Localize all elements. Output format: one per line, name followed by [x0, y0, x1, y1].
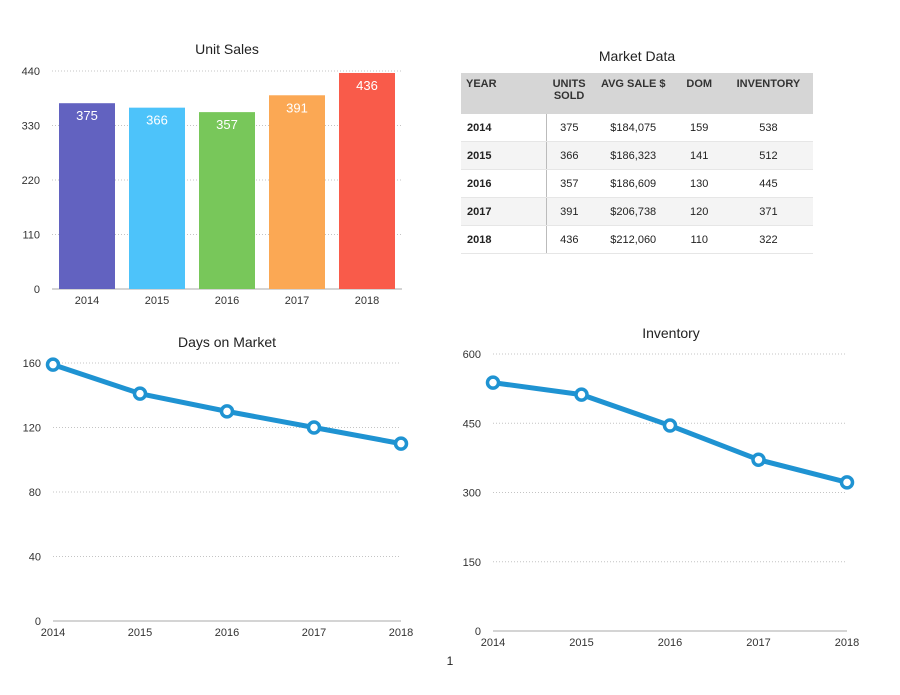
bar-value-label: 375 — [76, 108, 98, 123]
table-cell: 2014 — [461, 114, 547, 142]
data-point — [132, 386, 148, 401]
column-header: YEAR — [461, 73, 547, 114]
table-cell: 371 — [723, 197, 813, 226]
x-tick-label: 2016 — [658, 637, 682, 649]
x-tick-label: 2017 — [746, 637, 770, 649]
y-tick-label: 220 — [22, 175, 40, 187]
table-cell: 512 — [723, 141, 813, 170]
x-tick-label: 2018 — [835, 637, 859, 649]
bar-value-label: 366 — [146, 113, 168, 128]
bar — [129, 107, 185, 289]
y-tick-label: 600 — [463, 349, 481, 361]
table-cell: 445 — [723, 169, 813, 198]
x-tick-label: 2018 — [355, 295, 379, 307]
column-header: INVENTORY — [723, 73, 813, 114]
days-on-market-title: Days on Market — [177, 334, 277, 350]
bar-value-label: 436 — [356, 78, 378, 93]
table-cell: 357 — [546, 169, 592, 198]
y-tick-label: 110 — [22, 230, 40, 242]
inventory-title: Inventory — [642, 325, 700, 341]
table-cell: 159 — [674, 114, 724, 142]
table-cell: 110 — [674, 225, 724, 254]
table-cell: 2015 — [461, 141, 547, 170]
y-tick-label: 330 — [22, 121, 40, 133]
table-cell: 436 — [546, 225, 592, 254]
x-tick-label: 2014 — [75, 295, 99, 307]
bar — [269, 95, 325, 289]
data-point — [485, 375, 501, 390]
y-tick-label: 440 — [22, 66, 40, 78]
data-point — [662, 418, 678, 433]
table-row: 2017 391 $206,738 120 371 — [461, 197, 813, 226]
table-cell: 2018 — [461, 225, 547, 254]
y-tick-label: 0 — [475, 626, 481, 638]
table-row: 2015 366 $186,323 141 512 — [461, 141, 813, 170]
y-tick-label: 300 — [463, 488, 481, 500]
x-tick-label: 2017 — [285, 295, 309, 307]
page-number: 1 — [446, 654, 454, 668]
table-cell: $186,323 — [591, 141, 675, 170]
x-tick-label: 2017 — [302, 627, 326, 639]
x-tick-label: 2018 — [389, 627, 413, 639]
table-header-row: YEAR UNITS SOLD AVG SALE $ DOM INVENTORY — [461, 73, 813, 114]
column-header: AVG SALE $ — [591, 73, 675, 114]
table-row: 2014 375 $184,075 159 538 — [461, 114, 813, 142]
y-tick-label: 0 — [34, 284, 40, 296]
table-cell: $206,738 — [591, 197, 675, 226]
data-point — [45, 357, 61, 372]
y-tick-label: 450 — [463, 418, 481, 430]
table-cell: $186,609 — [591, 169, 675, 198]
table-cell: 375 — [546, 114, 592, 142]
y-tick-label: 40 — [29, 552, 41, 564]
x-tick-label: 2014 — [481, 637, 505, 649]
x-tick-label: 2015 — [128, 627, 152, 639]
table-cell: 2016 — [461, 169, 547, 198]
table-cell: 538 — [723, 114, 813, 142]
y-tick-label: 120 — [23, 423, 41, 435]
x-tick-label: 2015 — [569, 637, 593, 649]
market-data-title: Market Data — [598, 48, 676, 64]
market-data-table: YEAR UNITS SOLD AVG SALE $ DOM INVENTORY… — [461, 73, 813, 254]
table-cell: 366 — [546, 141, 592, 170]
unit-sales-title: Unit Sales — [195, 41, 259, 57]
bar — [199, 112, 255, 289]
table-cell: 322 — [723, 225, 813, 254]
x-tick-label: 2014 — [41, 627, 65, 639]
y-tick-label: 0 — [35, 616, 41, 628]
table-cell: $212,060 — [591, 225, 675, 254]
y-tick-label: 160 — [23, 358, 41, 370]
data-point — [306, 420, 322, 435]
table-cell: 130 — [674, 169, 724, 198]
x-tick-label: 2015 — [145, 295, 169, 307]
bar — [339, 72, 395, 290]
data-point — [219, 404, 235, 419]
table-cell: 120 — [674, 197, 724, 226]
table-cell: $184,075 — [591, 114, 675, 142]
data-point — [839, 475, 855, 490]
table-row: 2018 436 $212,060 110 322 — [461, 225, 813, 254]
bar-value-label: 391 — [286, 100, 308, 115]
table-cell: 2017 — [461, 197, 547, 226]
data-point — [393, 436, 409, 451]
bar-value-label: 357 — [216, 117, 238, 132]
column-header: DOM — [674, 73, 724, 114]
x-tick-label: 2016 — [215, 627, 239, 639]
data-point — [751, 452, 766, 467]
y-tick-label: 80 — [29, 487, 41, 499]
table-row: 2016 357 $186,609 130 445 — [461, 169, 813, 198]
y-tick-label: 150 — [463, 557, 481, 569]
x-tick-label: 2016 — [215, 295, 239, 307]
data-point — [574, 387, 589, 402]
bar — [59, 103, 115, 289]
table-cell: 141 — [674, 141, 724, 170]
table-cell: 391 — [546, 197, 592, 226]
column-header: UNITS SOLD — [546, 73, 592, 114]
